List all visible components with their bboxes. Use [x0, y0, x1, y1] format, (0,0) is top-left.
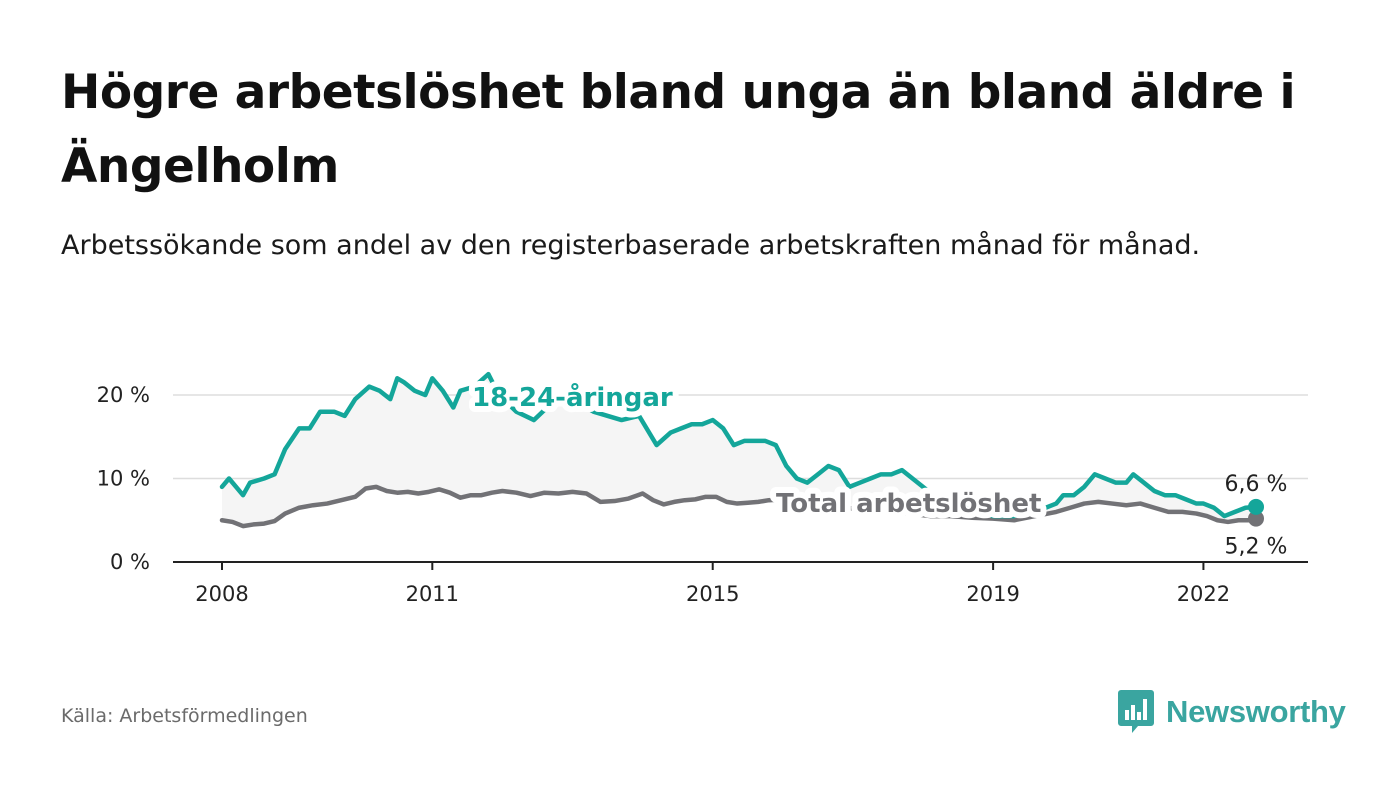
brand-name: Newsworthy — [1166, 694, 1346, 729]
x-tick-label: 2011 — [406, 582, 459, 606]
total-series-label: Total arbetslöshet — [776, 489, 1041, 519]
y-tick-label: 20 % — [97, 383, 150, 407]
y-tick-label: 0 % — [110, 550, 150, 574]
x-tick-label: 2019 — [966, 582, 1019, 606]
brand-logo[interactable]: Newsworthy — [1118, 690, 1346, 734]
y-tick-label: 10 % — [97, 467, 150, 491]
x-tick-label: 2022 — [1177, 582, 1230, 606]
x-tick-label: 2008 — [195, 582, 248, 606]
total-end-label: 5,2 % — [1225, 535, 1288, 560]
gap-area — [222, 374, 1256, 527]
x-tick-label: 2015 — [686, 582, 739, 606]
youth-series-line — [219, 371, 1259, 519]
source-note: Källa: Arbetsförmedlingen — [61, 705, 308, 727]
newsworthy-logo-icon — [1118, 690, 1154, 733]
youth-end-label: 6,6 % — [1225, 472, 1288, 497]
youth-series-label: 18-24-åringar — [472, 381, 673, 413]
page-title: Högre arbetslöshet bland unga än bland ä… — [61, 65, 1296, 194]
total-end-point — [1248, 510, 1264, 527]
chart-subtitle: Arbetssökande som andel av den registerb… — [61, 230, 1201, 261]
youth-end-point — [1248, 498, 1264, 515]
total-series-line — [219, 484, 1259, 529]
